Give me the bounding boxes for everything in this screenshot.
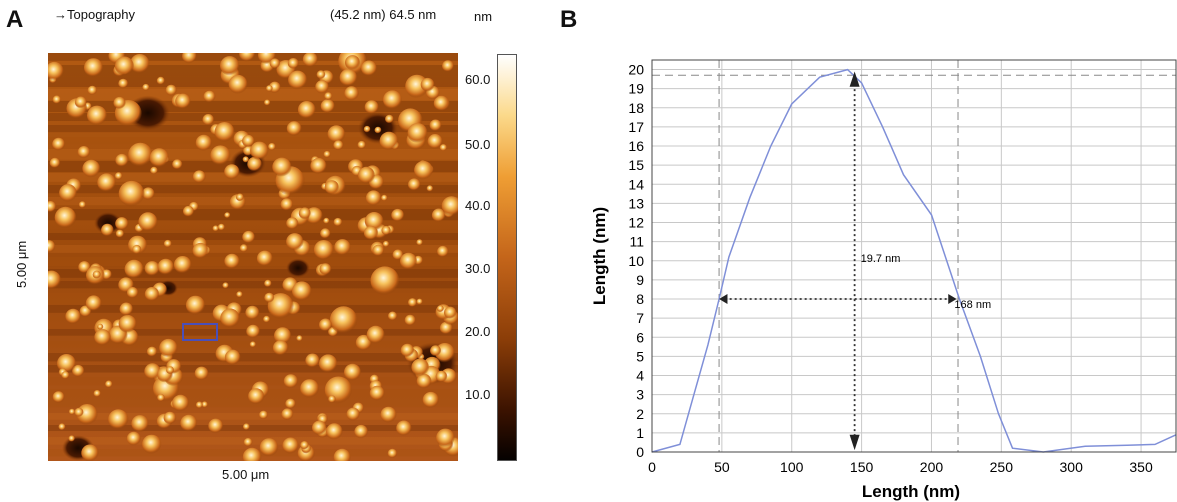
x-scale-label: 5.00 μm bbox=[222, 467, 270, 482]
x-tick-label: 0 bbox=[648, 459, 656, 475]
y-tick-label: 20 bbox=[628, 62, 644, 78]
reference-lines bbox=[652, 60, 1176, 452]
colorbar-tick: 30.0 bbox=[465, 261, 491, 276]
height-annotation: 19.7 nm bbox=[861, 253, 901, 265]
colorbar-tick: 60.0 bbox=[465, 72, 491, 87]
y-tick-label: 4 bbox=[636, 368, 644, 384]
y-tick-label: 10 bbox=[628, 253, 644, 269]
y-tick-label: 18 bbox=[628, 100, 644, 116]
panel-a-letter: A bbox=[6, 6, 24, 33]
width-annotation: 168 nm bbox=[954, 299, 991, 311]
profile-line bbox=[651, 68, 1177, 453]
y-tick-label: 7 bbox=[636, 310, 644, 326]
series-layer bbox=[651, 68, 1177, 453]
chart-grid bbox=[651, 60, 1176, 453]
x-tick-label: 350 bbox=[1129, 459, 1153, 475]
profile-chart: 0 50 100 150 200 250 300 350 012345678910111213… bbox=[590, 59, 1177, 501]
plot-frame bbox=[651, 59, 1177, 453]
y-tick-label: 15 bbox=[628, 157, 644, 173]
y-tick-label: 13 bbox=[628, 195, 644, 211]
y-tick-label: 1 bbox=[636, 425, 644, 441]
colorbar-unit: nm bbox=[474, 9, 493, 24]
afm-topography-image bbox=[48, 53, 458, 461]
selection-box bbox=[182, 323, 218, 341]
y-tick-label: 3 bbox=[636, 387, 644, 403]
y-tick-label: 9 bbox=[636, 272, 644, 288]
y-tick-label: 12 bbox=[628, 215, 644, 231]
x-tick-labels: 0 50 100 150 200 250 300 350 bbox=[648, 459, 1153, 475]
colorbar-tick: 10.0 bbox=[465, 387, 491, 402]
y-tick-label: 16 bbox=[628, 138, 644, 154]
width-arrow-head-left bbox=[719, 294, 728, 305]
topography-range: (45.2 nm) 64.5 nm bbox=[330, 7, 437, 22]
y-tick-label: 19 bbox=[628, 81, 644, 97]
y-tick-label: 2 bbox=[636, 406, 644, 422]
y-tick-label: 8 bbox=[636, 291, 644, 307]
panel-b-letter: B bbox=[560, 6, 578, 33]
x-tick-label: 150 bbox=[850, 459, 874, 475]
y-tick-label: 14 bbox=[628, 176, 644, 192]
height-arrow-head-bottom bbox=[849, 434, 860, 451]
colorbar-tick: 20.0 bbox=[465, 324, 491, 339]
colorbar-ticks: 60.0 50.0 40.0 30.0 20.0 10.0 bbox=[465, 50, 497, 470]
y-axis-label: Length (nm) bbox=[590, 207, 609, 305]
colorbar-tick: 40.0 bbox=[465, 198, 491, 213]
colorbar-tick: 50.0 bbox=[465, 137, 491, 152]
afm-topography-svg bbox=[48, 53, 458, 461]
colorbar bbox=[497, 54, 517, 461]
y-tick-label: 5 bbox=[636, 348, 644, 364]
measurement-arrows bbox=[719, 71, 957, 451]
y-tick-label: 17 bbox=[628, 119, 644, 135]
width-arrow-head-right bbox=[948, 294, 957, 305]
y-tick-label: 11 bbox=[629, 234, 644, 250]
x-tick-label: 200 bbox=[920, 459, 944, 475]
y-tick-label: 0 bbox=[636, 444, 644, 460]
x-tick-label: 50 bbox=[714, 459, 730, 475]
annotation-layer: 19.7 nm 168 nm bbox=[861, 253, 992, 311]
x-tick-label: 300 bbox=[1060, 459, 1084, 475]
x-axis-label: Length (nm) bbox=[862, 482, 960, 501]
x-tick-label: 100 bbox=[780, 459, 804, 475]
height-arrow-head-top bbox=[849, 71, 860, 87]
y-scale-label: 5.00 μm bbox=[14, 240, 29, 288]
x-tick-label: 250 bbox=[990, 459, 1014, 475]
y-tick-label: 6 bbox=[636, 329, 644, 345]
topography-title: →Topography bbox=[54, 7, 135, 22]
